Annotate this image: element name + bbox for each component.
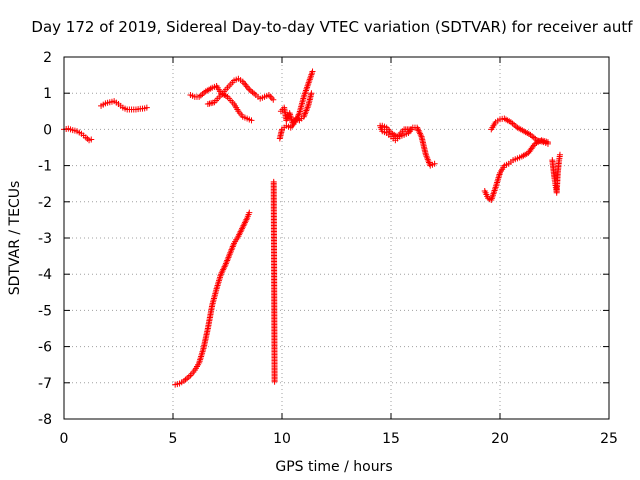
data-series-s5: [204, 75, 277, 108]
data-point: [556, 151, 563, 158]
data-series-s7: [276, 68, 316, 142]
x-tick-label: 10: [273, 431, 291, 447]
data-series-s8: [277, 90, 315, 127]
x-axis-label: GPS time / hours: [275, 459, 392, 475]
data-point: [431, 160, 438, 167]
y-tick-label: -1: [38, 159, 52, 175]
x-tick-label: 15: [382, 431, 400, 447]
data-series-s3: [172, 209, 253, 388]
data-series-s2: [98, 98, 150, 113]
x-tick-label: 5: [169, 431, 178, 447]
data-point: [241, 80, 248, 87]
chart-title: Day 172 of 2019, Sidereal Day-to-day VTE…: [31, 18, 633, 36]
data-points: [61, 68, 563, 388]
data-point: [248, 117, 255, 124]
y-tick-label: 2: [43, 50, 52, 66]
data-point: [243, 83, 250, 90]
data-point: [242, 81, 249, 88]
y-tick-label: -2: [38, 195, 52, 211]
data-point: [143, 104, 150, 111]
x-tick-label: 0: [60, 431, 69, 447]
y-tick-label: -3: [38, 231, 52, 247]
data-series-s11: [481, 137, 551, 203]
data-point: [309, 68, 316, 75]
data-series-s6: [270, 178, 278, 385]
data-series-s4: [187, 82, 255, 124]
y-tick-label: -4: [38, 267, 52, 283]
data-point: [246, 209, 253, 216]
data-series-s1: [61, 125, 95, 144]
data-point: [544, 140, 551, 147]
x-tick-label: 20: [491, 431, 509, 447]
y-tick-labels: 2 1 0 -1 -2 -3 -4 -5 -6 -7 -8: [38, 50, 52, 428]
y-axis-label: SDTVAR / TECUs: [7, 181, 23, 296]
x-tick-label: 25: [600, 431, 618, 447]
x-tick-labels: 0 5 10 15 20 25: [60, 431, 618, 447]
data-point: [267, 93, 274, 100]
y-tick-label: -5: [38, 303, 52, 319]
data-series-s10: [379, 122, 414, 140]
y-tick-label: -6: [38, 340, 52, 356]
data-point: [407, 126, 414, 133]
data-point: [88, 136, 95, 143]
y-tick-label: -7: [38, 376, 52, 392]
y-tick-label: 0: [43, 122, 52, 138]
data-point: [271, 378, 278, 385]
y-tick-label: 1: [43, 86, 52, 102]
data-series-s12: [488, 115, 551, 147]
data-point: [270, 96, 277, 103]
data-point: [308, 90, 315, 97]
data-series-s13: [549, 151, 563, 196]
plot-frame: [63, 56, 610, 420]
grid: [64, 57, 609, 419]
data-point: [244, 84, 251, 91]
y-tick-label: -8: [38, 412, 52, 428]
